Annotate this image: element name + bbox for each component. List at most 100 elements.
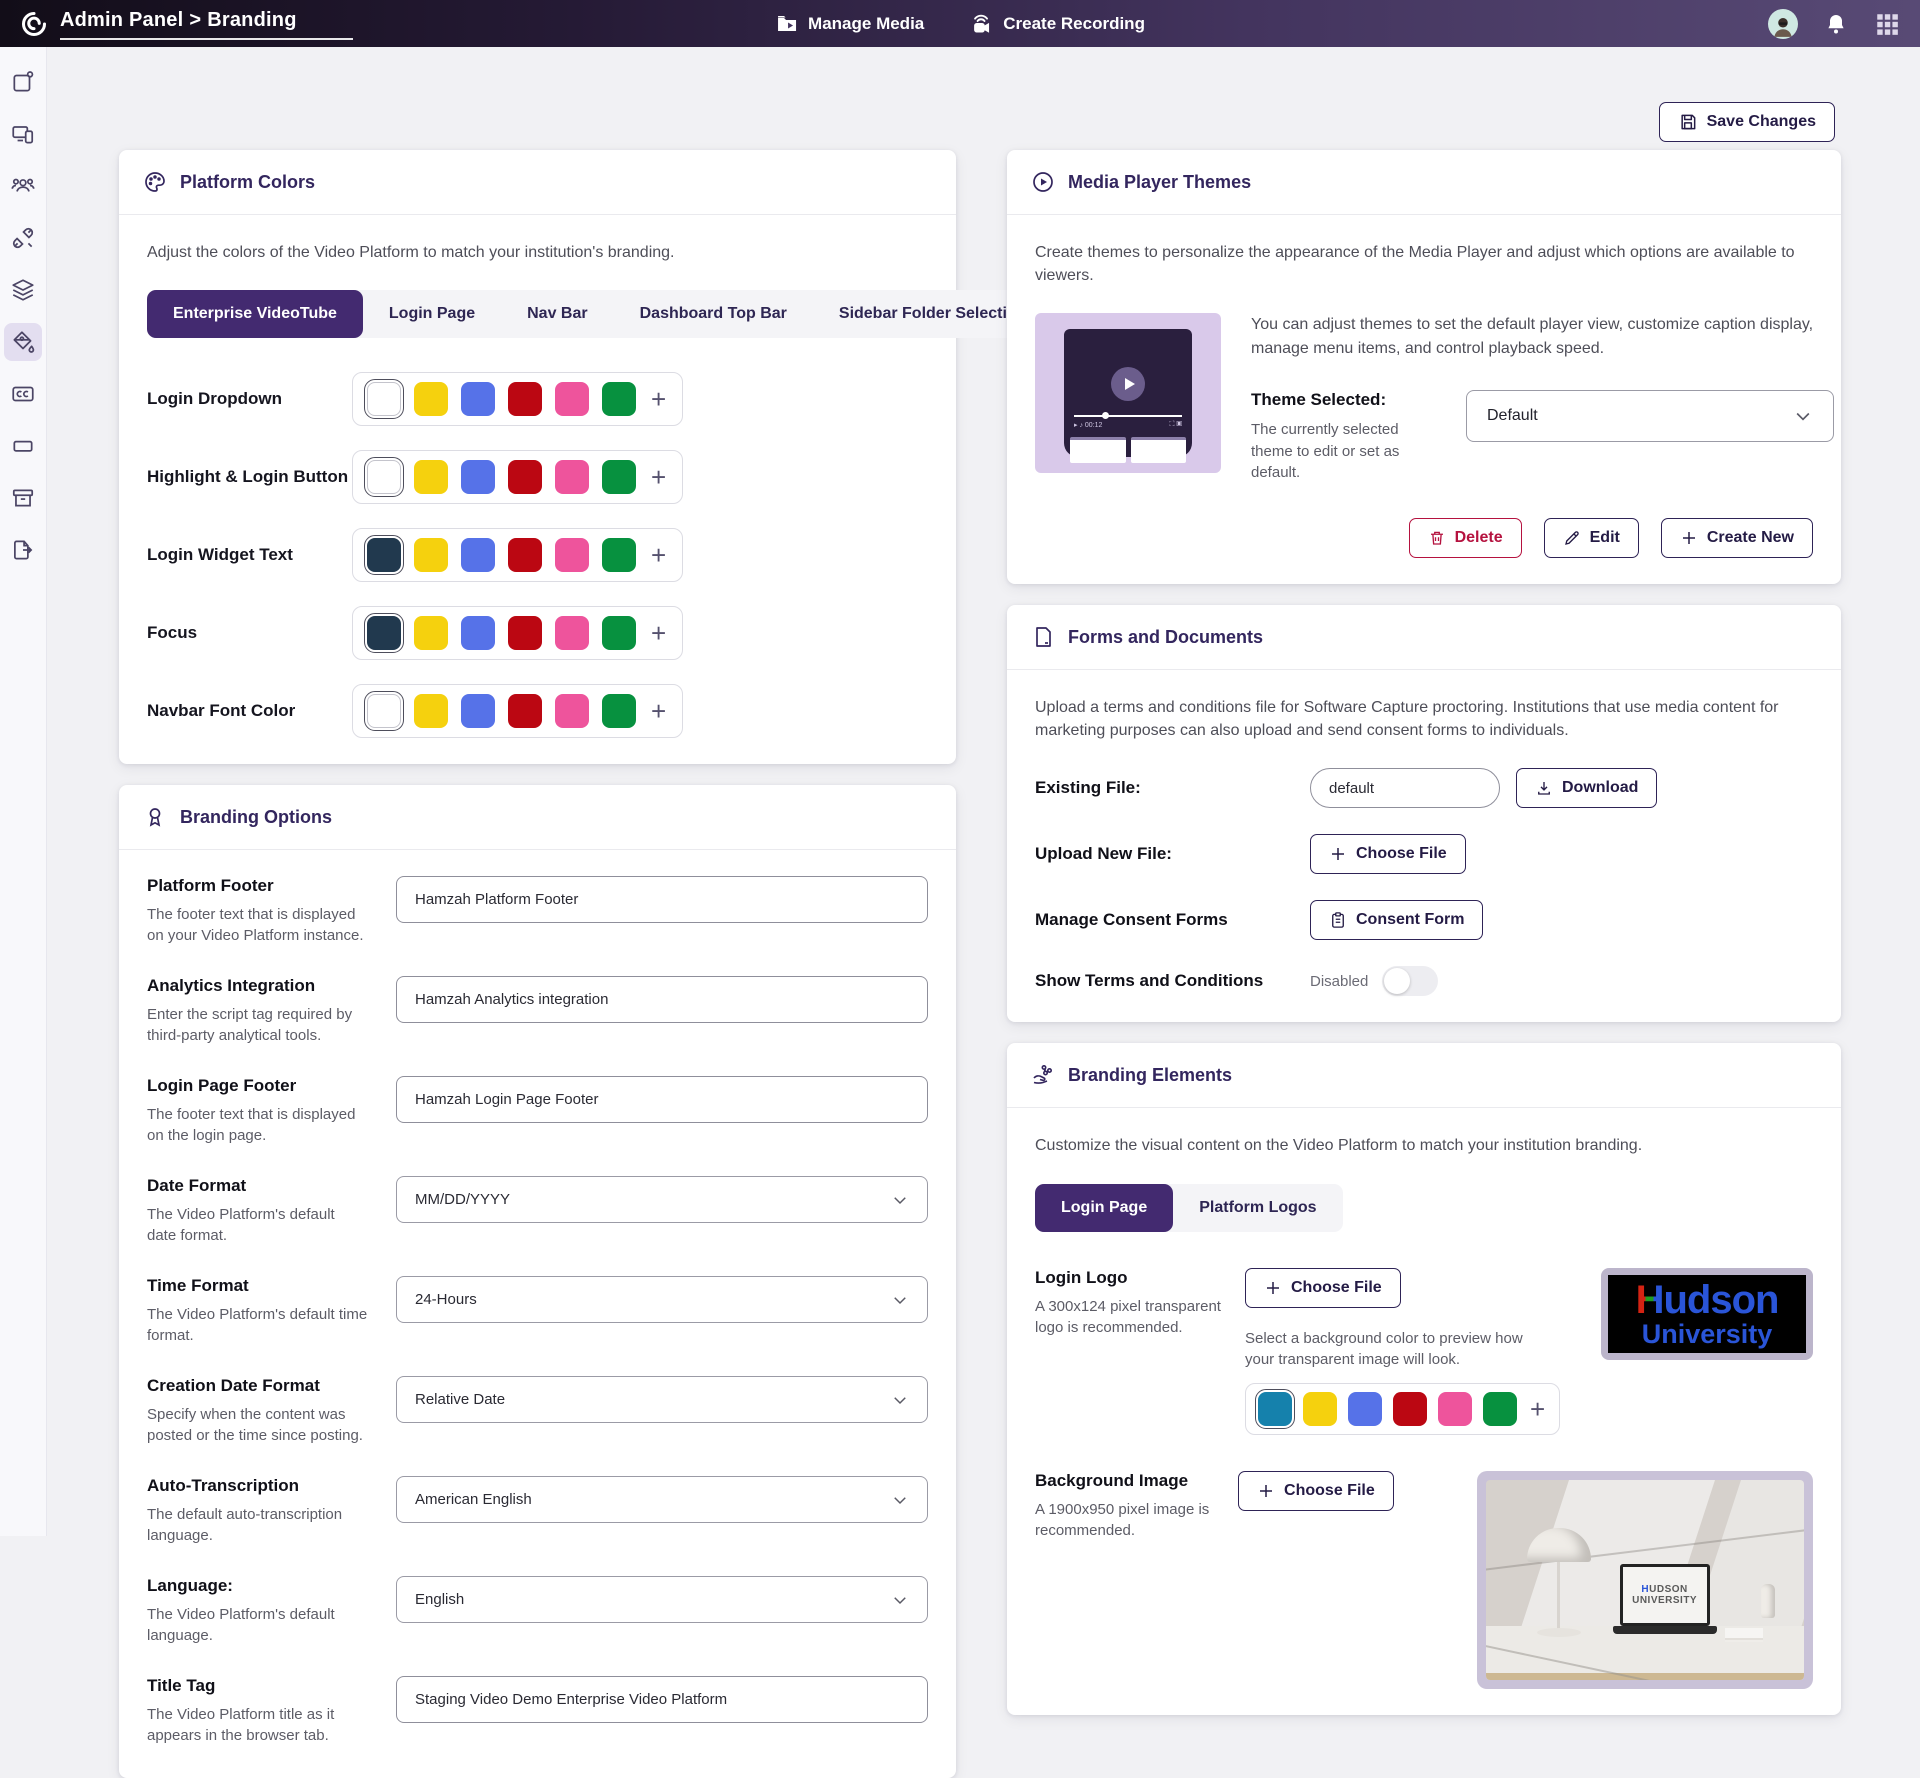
color-swatch[interactable] [602,538,636,573]
tab-sidebar-folder-selection[interactable]: Sidebar Folder Selection [838,305,1027,323]
color-swatch[interactable] [414,694,448,729]
download-button[interactable]: Download [1516,768,1658,809]
breadcrumb-root[interactable]: Admin Panel [60,9,184,31]
auto-transcription-select[interactable]: American English [396,1476,928,1524]
color-swatch[interactable] [602,460,636,495]
add-color-button[interactable]: + [651,696,667,727]
sidebar-item-archive[interactable] [4,479,42,517]
create-new-theme-button[interactable]: Create New [1660,518,1813,558]
user-avatar[interactable] [1768,8,1798,39]
upload-new-file-label: Upload New File: [1035,844,1172,864]
color-swatch[interactable] [555,382,589,417]
color-swatch[interactable] [1393,1392,1427,1427]
tab-platform-logos[interactable]: Platform Logos [1199,1198,1317,1216]
manage-consent-forms-row: Manage Consent Forms Consent Form [1035,900,1813,941]
color-swatch[interactable] [1483,1392,1517,1427]
color-swatch[interactable] [1348,1392,1382,1427]
color-swatch-selected[interactable] [1254,1388,1296,1430]
add-color-button[interactable]: + [651,618,667,649]
terms-toggle[interactable] [1382,966,1439,997]
show-terms-label: Show Terms and Conditions [1035,971,1264,991]
add-color-button[interactable]: + [1530,1394,1546,1425]
sidebar-item-panel[interactable] [4,427,42,465]
color-swatch[interactable] [602,616,636,651]
consent-form-button[interactable]: Consent Form [1310,900,1484,941]
create-recording-button[interactable]: Create Recording [968,11,1145,37]
tab-nav-bar[interactable]: Nav Bar [527,305,588,323]
sidebar-item-export[interactable] [4,531,42,569]
add-color-button[interactable]: + [651,384,667,415]
login-logo-choose-file-button[interactable]: Choose File [1245,1267,1401,1308]
platform-footer-input[interactable] [396,876,928,924]
language-select[interactable]: English [396,1576,928,1624]
color-swatch[interactable] [508,460,542,495]
color-swatch[interactable] [414,616,448,651]
color-swatch[interactable] [555,616,589,651]
color-swatch[interactable] [414,382,448,417]
theme-select[interactable]: Default [1466,389,1834,442]
color-swatch[interactable] [508,382,542,417]
sidebar-item-content[interactable] [4,63,42,101]
tab-login-page[interactable]: Login Page [388,305,476,323]
color-swatch[interactable] [414,538,448,573]
notifications-bell-icon[interactable] [1824,12,1848,36]
archive-box-icon [10,485,36,511]
time-format-select[interactable]: 24-Hours [396,1276,928,1324]
color-swatch[interactable] [555,538,589,573]
sidebar-item-branding[interactable] [4,323,42,361]
color-swatch[interactable] [461,538,495,573]
tab-dashboard-top-bar[interactable]: Dashboard Top Bar [639,305,787,323]
manage-media-button[interactable]: Manage Media [775,12,924,36]
color-swatch-selected[interactable] [363,378,405,420]
color-swatch[interactable] [461,616,495,651]
devices-icon [10,121,36,147]
color-swatch-selected[interactable] [363,690,405,732]
title-tag-input[interactable] [396,1676,928,1724]
field-title-tag: Title Tag The Video Platform title as it… [147,1676,928,1746]
tab-login-page-branding[interactable]: Login Page [1035,1183,1174,1232]
sidebar-item-layers[interactable] [4,271,42,309]
edit-theme-button[interactable]: Edit [1543,518,1639,558]
media-player-theme-preview: ▸ ♪ 00:12 ⛶ ▣ [1035,313,1221,474]
color-swatch[interactable] [1438,1392,1472,1427]
app-grid-icon[interactable] [1874,11,1900,37]
analytics-integration-input[interactable] [396,976,928,1024]
color-swatch[interactable] [461,382,495,417]
color-swatch[interactable] [602,694,636,729]
color-swatch[interactable] [508,538,542,573]
delete-theme-button[interactable]: Delete [1408,518,1522,558]
logo-text-line2: University [1641,1318,1773,1349]
color-swatch[interactable] [1303,1392,1337,1427]
chevron-down-icon [891,1591,909,1609]
color-swatch[interactable] [602,382,636,417]
login-page-footer-input[interactable] [396,1076,928,1124]
branding-elements-card: Branding Elements Customize the visual c… [1007,1043,1841,1716]
color-swatch-selected[interactable] [363,612,405,654]
color-swatch[interactable] [555,460,589,495]
color-swatch[interactable] [414,460,448,495]
add-color-button[interactable]: + [651,540,667,571]
color-swatch[interactable] [555,694,589,729]
color-swatch[interactable] [461,460,495,495]
color-swatch-selected[interactable] [363,456,405,498]
existing-file-input[interactable] [1310,768,1500,809]
field-description: The Video Platform's default language. [147,1606,335,1645]
branding-elements-tabs: Login Page Platform Logos [1035,1183,1343,1232]
sidebar-item-devices[interactable] [4,115,42,153]
background-image-choose-file-button[interactable]: Choose File [1238,1471,1394,1512]
creation-date-format-select[interactable]: Relative Date [396,1376,928,1424]
color-swatch[interactable] [508,694,542,729]
color-swatch-selected[interactable] [363,534,405,576]
sidebar-item-captions[interactable] [4,375,42,413]
tab-enterprise-videotube[interactable]: Enterprise VideoTube [147,290,363,339]
color-swatch[interactable] [508,616,542,651]
plus-icon [1264,1279,1282,1297]
sidebar-item-integrations[interactable] [4,219,42,257]
color-swatch[interactable] [461,694,495,729]
choose-file-button[interactable]: Choose File [1310,834,1466,875]
save-changes-button[interactable]: Save Changes [1658,102,1835,142]
date-format-select[interactable]: MM/DD/YYYY [396,1176,928,1224]
add-color-button[interactable]: + [651,462,667,493]
sidebar-item-users[interactable] [4,167,42,205]
app-logo-icon[interactable] [20,10,48,38]
